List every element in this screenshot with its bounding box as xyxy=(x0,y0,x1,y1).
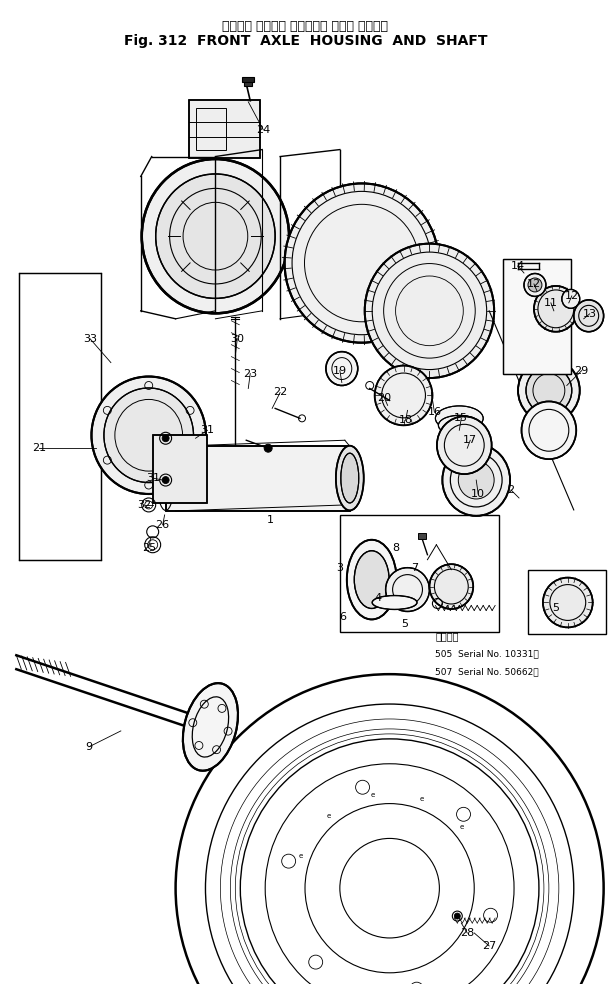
Bar xyxy=(166,447,350,511)
Text: 1: 1 xyxy=(266,515,274,525)
Ellipse shape xyxy=(458,461,494,499)
Text: 14: 14 xyxy=(511,261,525,271)
Text: 7: 7 xyxy=(411,563,418,573)
Ellipse shape xyxy=(326,352,358,386)
Text: 27: 27 xyxy=(482,941,496,951)
Ellipse shape xyxy=(183,683,238,771)
Bar xyxy=(166,447,350,511)
Text: 適用号義: 適用号義 xyxy=(436,631,459,641)
Text: 31: 31 xyxy=(200,425,214,435)
Text: 24: 24 xyxy=(256,124,270,135)
Ellipse shape xyxy=(156,174,275,299)
Text: 22: 22 xyxy=(273,387,287,397)
Text: 18: 18 xyxy=(398,415,412,425)
Bar xyxy=(197,107,226,150)
Ellipse shape xyxy=(365,244,494,378)
Ellipse shape xyxy=(436,406,483,431)
Bar xyxy=(340,515,499,632)
Text: 5: 5 xyxy=(552,603,559,613)
Text: 16: 16 xyxy=(428,407,441,417)
Ellipse shape xyxy=(526,367,572,414)
Ellipse shape xyxy=(518,359,580,422)
Text: 505  Serial No. 10331－: 505 Serial No. 10331－ xyxy=(436,650,539,659)
Text: 21: 21 xyxy=(32,443,46,454)
Bar xyxy=(243,77,254,82)
Text: 8: 8 xyxy=(392,542,399,553)
Text: 3: 3 xyxy=(336,563,343,573)
Text: 17: 17 xyxy=(463,435,477,446)
Text: 6: 6 xyxy=(339,612,346,622)
Ellipse shape xyxy=(524,273,546,297)
Circle shape xyxy=(528,278,542,292)
Circle shape xyxy=(386,568,430,611)
Ellipse shape xyxy=(562,290,580,309)
Bar xyxy=(528,570,606,634)
Ellipse shape xyxy=(375,366,433,425)
Ellipse shape xyxy=(142,159,289,314)
Text: 28: 28 xyxy=(460,928,474,938)
Ellipse shape xyxy=(430,564,474,609)
Ellipse shape xyxy=(574,300,604,331)
Bar xyxy=(153,435,208,503)
Text: e: e xyxy=(299,853,303,859)
Text: 507  Serial No. 50662－: 507 Serial No. 50662－ xyxy=(436,668,539,676)
Text: 31: 31 xyxy=(145,473,159,483)
Bar xyxy=(419,532,426,538)
Text: 13: 13 xyxy=(583,309,597,318)
Text: 12: 12 xyxy=(527,279,541,289)
Text: 4: 4 xyxy=(374,593,381,602)
Text: 9: 9 xyxy=(86,741,92,752)
Ellipse shape xyxy=(543,578,593,627)
Ellipse shape xyxy=(285,183,439,343)
Text: 25: 25 xyxy=(142,542,156,553)
Ellipse shape xyxy=(372,596,417,609)
Bar xyxy=(189,100,260,158)
Ellipse shape xyxy=(354,551,389,608)
Text: 10: 10 xyxy=(471,489,485,499)
Ellipse shape xyxy=(104,387,194,482)
Text: e: e xyxy=(460,824,464,830)
Ellipse shape xyxy=(522,401,576,459)
Ellipse shape xyxy=(336,446,364,511)
Circle shape xyxy=(455,913,460,919)
Text: 20: 20 xyxy=(378,393,392,403)
Text: 23: 23 xyxy=(243,369,257,379)
Ellipse shape xyxy=(347,539,397,619)
Text: 33: 33 xyxy=(83,333,97,344)
Text: 19: 19 xyxy=(333,366,347,376)
Bar xyxy=(503,259,571,374)
Text: 5: 5 xyxy=(401,619,408,629)
Circle shape xyxy=(264,445,272,453)
Text: 11: 11 xyxy=(544,298,558,308)
Text: Fig. 312  FRONT  AXLE  HOUSING  AND  SHAFT: Fig. 312 FRONT AXLE HOUSING AND SHAFT xyxy=(124,35,487,48)
Ellipse shape xyxy=(442,445,510,516)
Text: 2: 2 xyxy=(508,485,514,495)
Circle shape xyxy=(162,476,169,483)
Ellipse shape xyxy=(437,416,492,474)
Text: 29: 29 xyxy=(574,366,589,376)
Text: e: e xyxy=(327,812,331,818)
Text: 15: 15 xyxy=(455,413,468,423)
Text: 32: 32 xyxy=(137,500,152,510)
Ellipse shape xyxy=(92,377,206,494)
Bar xyxy=(503,259,571,374)
Text: フロント アクスル ハウジング および シャフト: フロント アクスル ハウジング および シャフト xyxy=(222,20,389,34)
Ellipse shape xyxy=(341,454,359,503)
Ellipse shape xyxy=(534,286,578,331)
Ellipse shape xyxy=(439,415,480,435)
Text: e: e xyxy=(420,797,424,803)
Bar xyxy=(189,100,260,158)
Ellipse shape xyxy=(441,423,477,442)
Bar xyxy=(244,80,252,86)
Text: e: e xyxy=(371,792,375,798)
Bar xyxy=(153,435,208,503)
Circle shape xyxy=(162,435,169,442)
Text: 12: 12 xyxy=(565,291,579,301)
Text: 26: 26 xyxy=(156,520,170,529)
Text: 30: 30 xyxy=(230,333,244,344)
